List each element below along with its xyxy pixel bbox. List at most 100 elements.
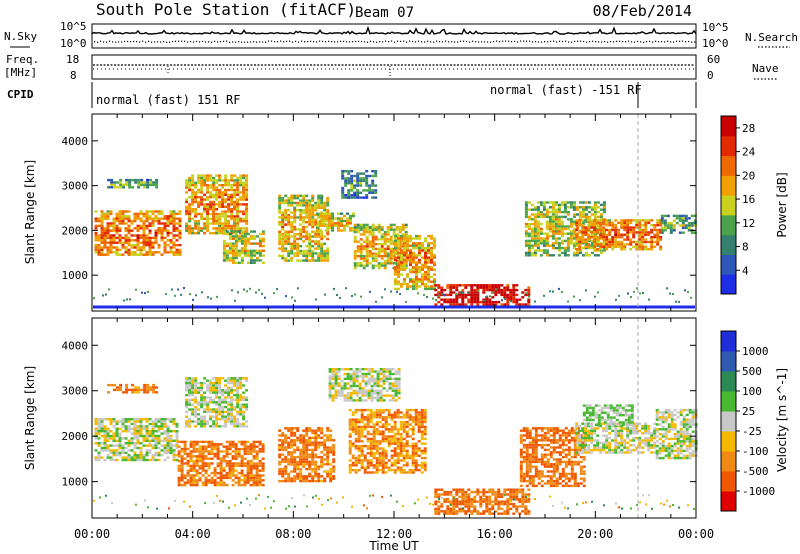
heatmap-cell <box>362 245 366 248</box>
heatmap-cell <box>106 215 110 218</box>
heatmap-cell <box>113 186 117 189</box>
heatmap-cell <box>224 396 228 399</box>
heatmap-cell <box>302 209 306 212</box>
heatmap-cell <box>551 242 555 245</box>
heatmap-cell <box>389 226 393 229</box>
heatmap-cell <box>188 408 192 411</box>
heatmap-cell <box>224 405 228 409</box>
heatmap-cell <box>412 268 415 271</box>
heatmap-cell <box>415 254 418 257</box>
heatmap-cell <box>188 384 192 387</box>
heatmap-cell <box>311 235 315 238</box>
heatmap-cell <box>212 420 216 423</box>
heatmap-cell <box>638 219 642 222</box>
heatmap-cell <box>302 211 306 214</box>
heatmap-cell <box>319 224 322 227</box>
heatmap-cell <box>219 450 223 453</box>
heatmap-cell <box>151 236 155 240</box>
heatmap-cell <box>434 303 438 306</box>
heatmap-cell <box>430 254 433 257</box>
heatmap-cell <box>106 456 110 459</box>
heatmap-cell <box>404 264 408 267</box>
heatmap-cell <box>231 254 235 257</box>
heatmap-cell <box>503 303 507 306</box>
heatmap-cell <box>287 259 291 262</box>
noise-search-dot <box>667 40 669 42</box>
heatmap-cell <box>233 379 237 382</box>
heatmap-cell <box>278 204 282 207</box>
heatmap-cell <box>106 210 110 213</box>
heatmap-cell <box>200 401 204 404</box>
heatmap-cell <box>373 377 377 380</box>
heatmap-cell <box>239 413 243 416</box>
heatmap-cell <box>305 455 309 459</box>
noise-search-dot <box>346 41 348 43</box>
heatmap-cell <box>287 218 291 221</box>
heatmap-cell <box>524 225 528 228</box>
heatmap-cell <box>228 249 232 252</box>
heatmap-cell <box>341 194 345 197</box>
heatmap-cell <box>109 456 113 459</box>
noise-search-dot <box>313 41 315 43</box>
heatmap-cell <box>290 458 294 461</box>
heatmap-cell <box>533 232 537 235</box>
heatmap-cell <box>97 451 101 454</box>
heatmap-cell <box>464 284 468 287</box>
heatmap-cell <box>230 408 234 411</box>
heatmap-cell <box>206 179 210 182</box>
heatmap-cell <box>331 226 334 230</box>
heatmap-cell <box>308 206 312 209</box>
heatmap-cell <box>224 224 228 228</box>
heatmap-cell <box>200 203 204 206</box>
heatmap-cell <box>215 229 219 232</box>
heatmap-cell <box>136 442 140 445</box>
heatmap-cell <box>367 370 371 373</box>
heatmap-cell <box>191 389 195 392</box>
noise-search-dot <box>289 40 291 42</box>
heatmap-cell <box>326 475 330 478</box>
heatmap-cell <box>154 425 158 428</box>
heatmap-cell <box>524 244 528 247</box>
heatmap-cell <box>115 439 119 442</box>
heatmap-cell <box>340 392 344 395</box>
heatmap-cell <box>406 242 409 245</box>
heatmap-cell <box>530 246 534 250</box>
heatmap-cell <box>127 456 131 459</box>
heatmap-cell <box>281 448 285 452</box>
heatmap-cell <box>112 229 116 232</box>
heatmap-cell <box>240 259 244 262</box>
heatmap-cell <box>112 246 116 249</box>
heatmap-cell <box>163 215 167 218</box>
heatmap-cell <box>563 206 567 209</box>
heatmap-cell <box>227 410 231 414</box>
heatmap-cell <box>346 392 350 395</box>
heatmap-cell <box>620 219 624 222</box>
heatmap-cell <box>178 231 182 235</box>
heatmap-cell <box>536 215 540 219</box>
heatmap-cell <box>103 439 107 442</box>
heatmap-cell <box>611 221 615 224</box>
heatmap-cell <box>669 292 671 295</box>
heatmap-cell <box>560 232 564 235</box>
heatmap-cell <box>186 471 190 475</box>
heatmap-cell <box>206 191 210 194</box>
heatmap-cell <box>192 440 196 444</box>
heatmap-cell <box>157 210 161 213</box>
heatmap-cell <box>464 296 468 299</box>
heatmap-cell <box>180 450 184 453</box>
heatmap-cell <box>379 389 383 392</box>
heatmap-cell <box>485 288 489 292</box>
heatmap-cell <box>178 210 182 213</box>
heatmap-cell <box>362 172 366 175</box>
heatmap-cell <box>218 401 222 404</box>
heatmap-cell <box>361 372 365 376</box>
heatmap-cell <box>103 434 107 438</box>
heatmap-cell <box>617 236 621 239</box>
heatmap-cell <box>554 230 558 233</box>
heatmap-cell <box>144 292 146 295</box>
heatmap-cell <box>331 368 335 371</box>
heatmap-cell <box>641 238 645 241</box>
heatmap-cell <box>261 292 263 295</box>
heatmap-cell <box>569 218 573 221</box>
heatmap-cell <box>245 174 249 177</box>
